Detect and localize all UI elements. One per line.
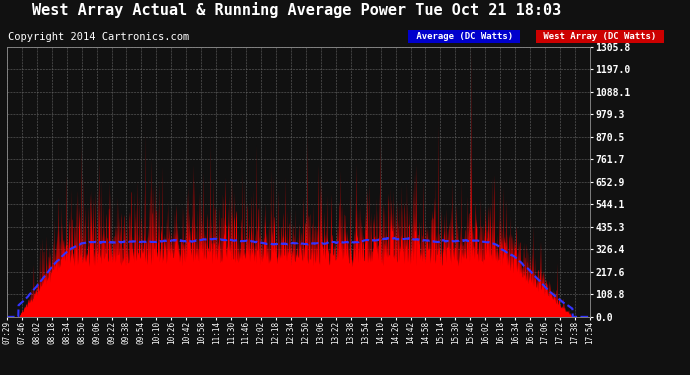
- Text: West Array (DC Watts): West Array (DC Watts): [538, 32, 662, 41]
- Text: Average (DC Watts): Average (DC Watts): [411, 32, 518, 41]
- Text: West Array Actual & Running Average Power Tue Oct 21 18:03: West Array Actual & Running Average Powe…: [32, 2, 562, 18]
- Text: Copyright 2014 Cartronics.com: Copyright 2014 Cartronics.com: [8, 32, 190, 42]
